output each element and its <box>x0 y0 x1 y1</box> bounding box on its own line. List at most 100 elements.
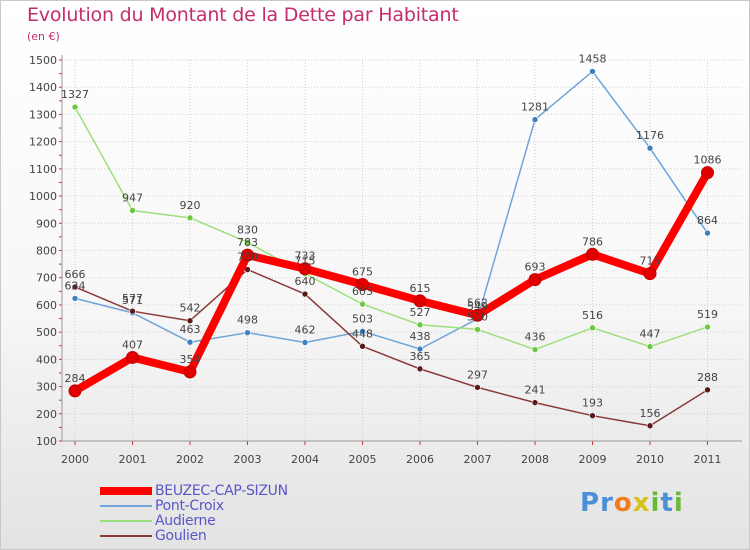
data-label-goulien: 156 <box>640 407 661 420</box>
y-tick-label: 1500 <box>29 54 57 67</box>
y-tick-label: 1300 <box>29 108 57 121</box>
y-tick-label: 100 <box>36 435 57 448</box>
data-point-goulien <box>531 399 539 406</box>
data-point-goulien <box>359 342 366 350</box>
x-tick-label: 2008 <box>521 453 549 466</box>
chart-title: Evolution du Montant de la Dette par Hab… <box>27 4 459 26</box>
legend-label: Audierne <box>155 513 216 529</box>
data-label-beuzec-cap-sizun: 354 <box>180 353 201 366</box>
data-point-beuzec-cap-sizun <box>643 267 657 281</box>
data-label-audierne: 715 <box>295 255 316 268</box>
x-tick-label: 2007 <box>464 453 492 466</box>
data-label-pont-croix: 1176 <box>636 129 664 142</box>
data-point-audierne <box>704 323 711 331</box>
data-label-audierne: 510 <box>467 310 488 323</box>
data-point-audierne <box>71 103 79 111</box>
data-label-pont-croix: 864 <box>697 214 718 227</box>
data-point-goulien <box>474 384 481 391</box>
data-point-audierne <box>531 346 539 353</box>
data-point-audierne <box>474 326 481 333</box>
y-tick-label: 1100 <box>29 163 57 176</box>
data-label-audierne: 447 <box>640 328 661 341</box>
data-point-pont-croix <box>359 328 366 335</box>
data-label-goulien: 241 <box>525 384 546 397</box>
data-point-pont-croix <box>416 345 424 353</box>
legend-swatch <box>100 505 152 507</box>
data-point-beuzec-cap-sizun <box>356 278 369 292</box>
x-tick-label: 2004 <box>291 453 319 466</box>
data-label-beuzec-cap-sizun: 1086 <box>694 154 722 167</box>
data-label-audierne: 920 <box>180 199 201 212</box>
x-tick-label: 2011 <box>694 453 722 466</box>
data-label-audierne: 436 <box>525 331 546 344</box>
data-point-audierne <box>244 239 251 246</box>
y-tick-label: 300 <box>36 381 57 394</box>
data-point-pont-croix <box>186 338 194 346</box>
legend-label: Goulien <box>155 528 207 544</box>
data-point-goulien <box>416 365 424 373</box>
y-tick-label: 900 <box>36 217 57 230</box>
series-line-beuzec-cap-sizun <box>71 168 712 395</box>
data-point-beuzec-cap-sizun <box>298 262 312 276</box>
x-tick-label: 2003 <box>234 453 262 466</box>
data-point-pont-croix <box>244 329 251 336</box>
logo-letter: P <box>580 488 601 518</box>
data-label-pont-croix: 498 <box>237 314 258 327</box>
data-label-goulien: 365 <box>410 350 431 363</box>
data-point-beuzec-cap-sizun <box>126 350 139 364</box>
data-point-goulien <box>301 290 309 298</box>
data-label-pont-croix: 1458 <box>579 52 607 65</box>
logo-letter: x <box>632 488 651 518</box>
data-point-goulien <box>129 307 136 315</box>
data-label-audierne: 516 <box>582 309 603 322</box>
data-point-pont-croix <box>589 68 596 75</box>
logo-letter: i <box>673 488 684 518</box>
y-tick-label: 400 <box>36 353 57 366</box>
x-tick-label: 2010 <box>636 453 664 466</box>
data-point-beuzec-cap-sizun <box>586 247 599 261</box>
x-tick-label: 2005 <box>349 453 377 466</box>
data-label-pont-croix: 549 <box>467 300 488 313</box>
data-point-goulien <box>704 386 711 394</box>
data-point-audierne <box>646 343 654 350</box>
data-point-goulien <box>71 283 79 291</box>
y-tick-label: 500 <box>36 326 57 339</box>
data-point-audierne <box>186 214 194 222</box>
legend-label: Pont-Croix <box>155 498 224 514</box>
data-point-pont-croix <box>531 116 539 123</box>
data-point-beuzec-cap-sizun <box>68 384 82 398</box>
data-point-beuzec-cap-sizun <box>528 273 542 287</box>
series-line-audierne <box>74 106 709 351</box>
data-point-pont-croix <box>646 144 654 152</box>
data-label-beuzec-cap-sizun: 715 <box>640 255 661 268</box>
proxiti-logo: Proxiti <box>580 488 684 518</box>
data-label-beuzec-cap-sizun: 284 <box>65 372 86 385</box>
data-label-audierne: 527 <box>410 306 431 319</box>
data-label-pont-croix: 624 <box>65 279 86 292</box>
legend-label: BEUZEC-CAP-SIZUN <box>155 483 288 499</box>
x-tick-label: 2001 <box>119 453 147 466</box>
data-point-beuzec-cap-sizun <box>183 365 197 379</box>
logo-letter: r <box>600 488 614 518</box>
data-point-goulien <box>186 317 194 325</box>
data-label-beuzec-cap-sizun: 562 <box>467 296 488 309</box>
data-point-beuzec-cap-sizun <box>241 248 254 262</box>
legend-swatch <box>100 487 152 495</box>
data-point-goulien <box>589 412 596 419</box>
data-label-goulien: 577 <box>122 292 143 305</box>
data-label-goulien: 193 <box>582 397 603 410</box>
data-label-pont-croix: 462 <box>295 323 316 336</box>
x-tick-label: 2002 <box>176 453 204 466</box>
data-point-beuzec-cap-sizun <box>413 294 427 308</box>
y-tick-label: 1200 <box>29 136 57 149</box>
series-line-pont-croix <box>74 70 709 350</box>
data-label-pont-croix: 503 <box>352 312 373 325</box>
data-label-audierne: 1327 <box>61 88 89 101</box>
data-label-goulien: 288 <box>697 371 718 384</box>
x-tick-label: 2009 <box>579 453 607 466</box>
y-tick-label: 700 <box>36 272 57 285</box>
data-label-goulien: 448 <box>352 327 373 340</box>
y-tick-label: 200 <box>36 408 57 421</box>
y-tick-label: 600 <box>36 299 57 312</box>
